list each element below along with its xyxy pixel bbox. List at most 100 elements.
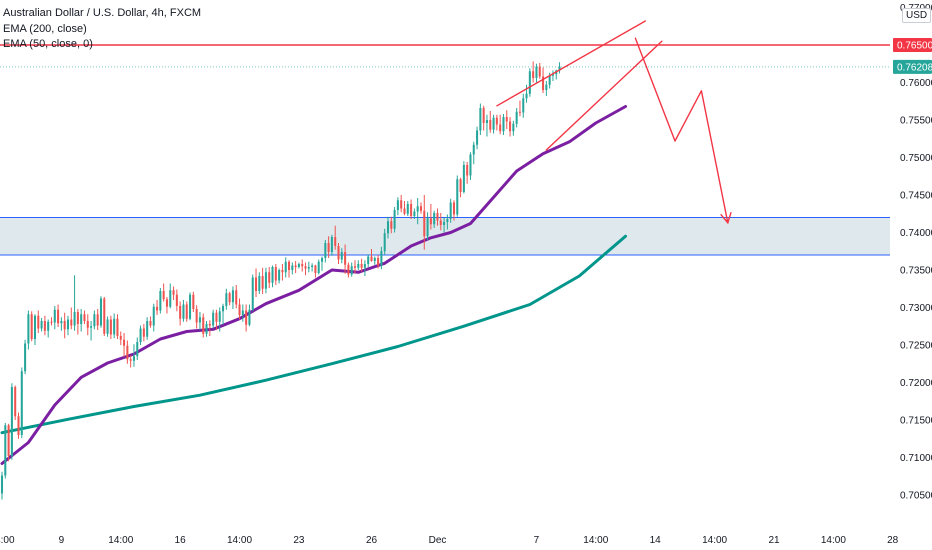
candle-body bbox=[24, 343, 27, 372]
candle-body bbox=[146, 321, 149, 337]
candle-body bbox=[33, 315, 37, 339]
candle-body bbox=[317, 261, 320, 273]
candle-body bbox=[330, 237, 333, 252]
candle-body bbox=[449, 202, 452, 219]
time-tick-label: 7 bbox=[534, 535, 540, 546]
time-tick-label: 28 bbox=[887, 535, 899, 546]
candle-body bbox=[502, 117, 505, 132]
ema200-line bbox=[0, 234, 627, 435]
candle-body bbox=[172, 290, 175, 295]
candle-body bbox=[169, 290, 172, 307]
candle-body bbox=[251, 277, 254, 310]
candle-body bbox=[50, 321, 53, 323]
candle-body bbox=[548, 75, 551, 85]
price-tag-bg bbox=[893, 59, 932, 74]
candle-body bbox=[248, 309, 251, 325]
candle-body bbox=[419, 206, 423, 211]
candle-body bbox=[66, 319, 70, 330]
candle-body bbox=[344, 252, 347, 265]
candle-body bbox=[505, 117, 508, 122]
candle-body bbox=[528, 71, 531, 94]
candle-body bbox=[436, 213, 439, 221]
candle-body bbox=[288, 261, 291, 270]
wedge-lower-line bbox=[545, 40, 663, 151]
candle-body bbox=[525, 93, 528, 99]
wedge-upper-line bbox=[496, 20, 646, 107]
candle-body bbox=[116, 318, 119, 336]
candle-body bbox=[479, 108, 482, 131]
candle-body bbox=[159, 291, 162, 311]
candle-body bbox=[215, 312, 218, 322]
candle-body bbox=[469, 154, 472, 176]
candle-body bbox=[99, 298, 102, 326]
candle-body bbox=[538, 66, 541, 77]
candle-body bbox=[472, 144, 475, 155]
candle-body bbox=[238, 304, 241, 315]
candle-body bbox=[235, 290, 238, 305]
time-tick-label: 23 bbox=[293, 535, 305, 546]
candle-body bbox=[208, 324, 211, 326]
candle-body bbox=[324, 243, 327, 258]
ema50-label: EMA (50, close, 0) bbox=[3, 38, 93, 50]
candle-body bbox=[314, 265, 317, 273]
candle-body bbox=[60, 321, 63, 324]
projection-arrowhead bbox=[720, 211, 732, 225]
candle-body bbox=[162, 291, 165, 300]
candle-body bbox=[264, 272, 267, 289]
candle-body bbox=[476, 130, 479, 145]
candle-body bbox=[334, 237, 337, 246]
candle-body bbox=[360, 264, 363, 268]
candle-body bbox=[76, 312, 79, 324]
candle-body bbox=[350, 266, 353, 275]
candle-body bbox=[73, 312, 76, 326]
candle-body bbox=[83, 314, 86, 321]
candle-body bbox=[393, 210, 396, 229]
candle-body bbox=[515, 111, 518, 124]
candle-body bbox=[301, 264, 304, 267]
candle-body bbox=[413, 211, 416, 216]
candle-body bbox=[245, 310, 248, 325]
candle-body bbox=[113, 318, 116, 335]
ema200-label: EMA (200, close) bbox=[3, 22, 87, 35]
candle-body bbox=[274, 267, 277, 281]
candle-body bbox=[202, 317, 205, 334]
candle-body bbox=[109, 319, 112, 335]
candle-body bbox=[119, 336, 122, 340]
candle-body bbox=[258, 276, 261, 291]
candle-body bbox=[446, 219, 449, 222]
candle-body bbox=[205, 324, 208, 334]
candle-body bbox=[406, 204, 409, 214]
candle-body bbox=[410, 204, 413, 216]
candle-body bbox=[363, 264, 366, 268]
candle-body bbox=[535, 66, 538, 78]
candle-body bbox=[7, 425, 10, 456]
candle-body bbox=[185, 304, 188, 319]
ema50-line bbox=[0, 105, 627, 465]
price-tag-bg bbox=[893, 38, 932, 52]
candle-body bbox=[403, 208, 406, 214]
candle-body bbox=[311, 265, 314, 267]
candle-body bbox=[126, 345, 129, 360]
candle-body bbox=[43, 321, 46, 331]
time-tick-label: 14:00 bbox=[821, 535, 846, 546]
candle-body bbox=[347, 264, 350, 275]
candle-body bbox=[86, 321, 89, 328]
candle-body bbox=[93, 314, 96, 327]
time-tick-label: 14:00 bbox=[108, 535, 133, 546]
candle-body bbox=[30, 314, 33, 339]
candle-body bbox=[390, 221, 393, 229]
candle-body bbox=[304, 266, 307, 269]
candle-body bbox=[459, 179, 462, 192]
candle-body bbox=[139, 328, 142, 342]
candle-body bbox=[96, 314, 99, 326]
currency-badge[interactable]: USD bbox=[902, 8, 932, 23]
